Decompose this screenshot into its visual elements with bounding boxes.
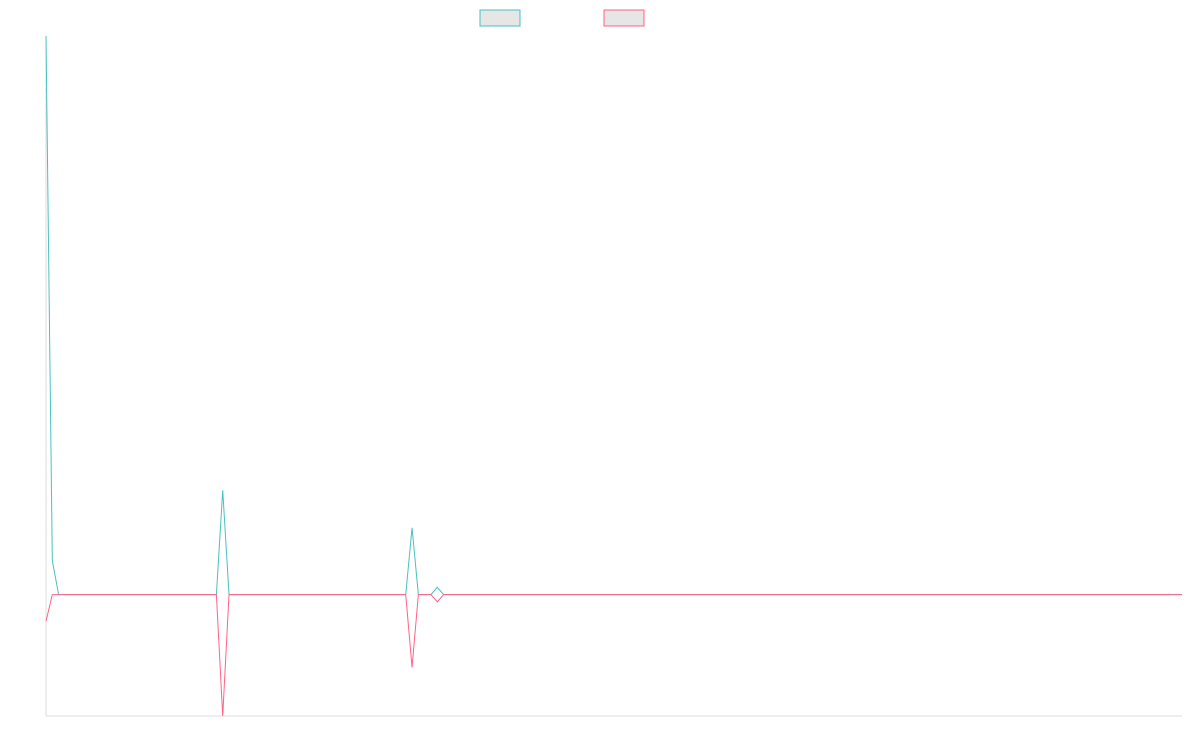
series-line-2 (45, 594, 1182, 717)
axes (45, 36, 1182, 717)
series-group (45, 35, 1182, 717)
legend-swatch-2[interactable] (603, 9, 645, 27)
legend-item-1[interactable] (479, 9, 521, 27)
legend-swatch-1[interactable] (479, 9, 521, 27)
legend-item-2[interactable] (603, 9, 645, 27)
series-line-1 (45, 35, 1182, 596)
legend[interactable] (479, 9, 645, 27)
